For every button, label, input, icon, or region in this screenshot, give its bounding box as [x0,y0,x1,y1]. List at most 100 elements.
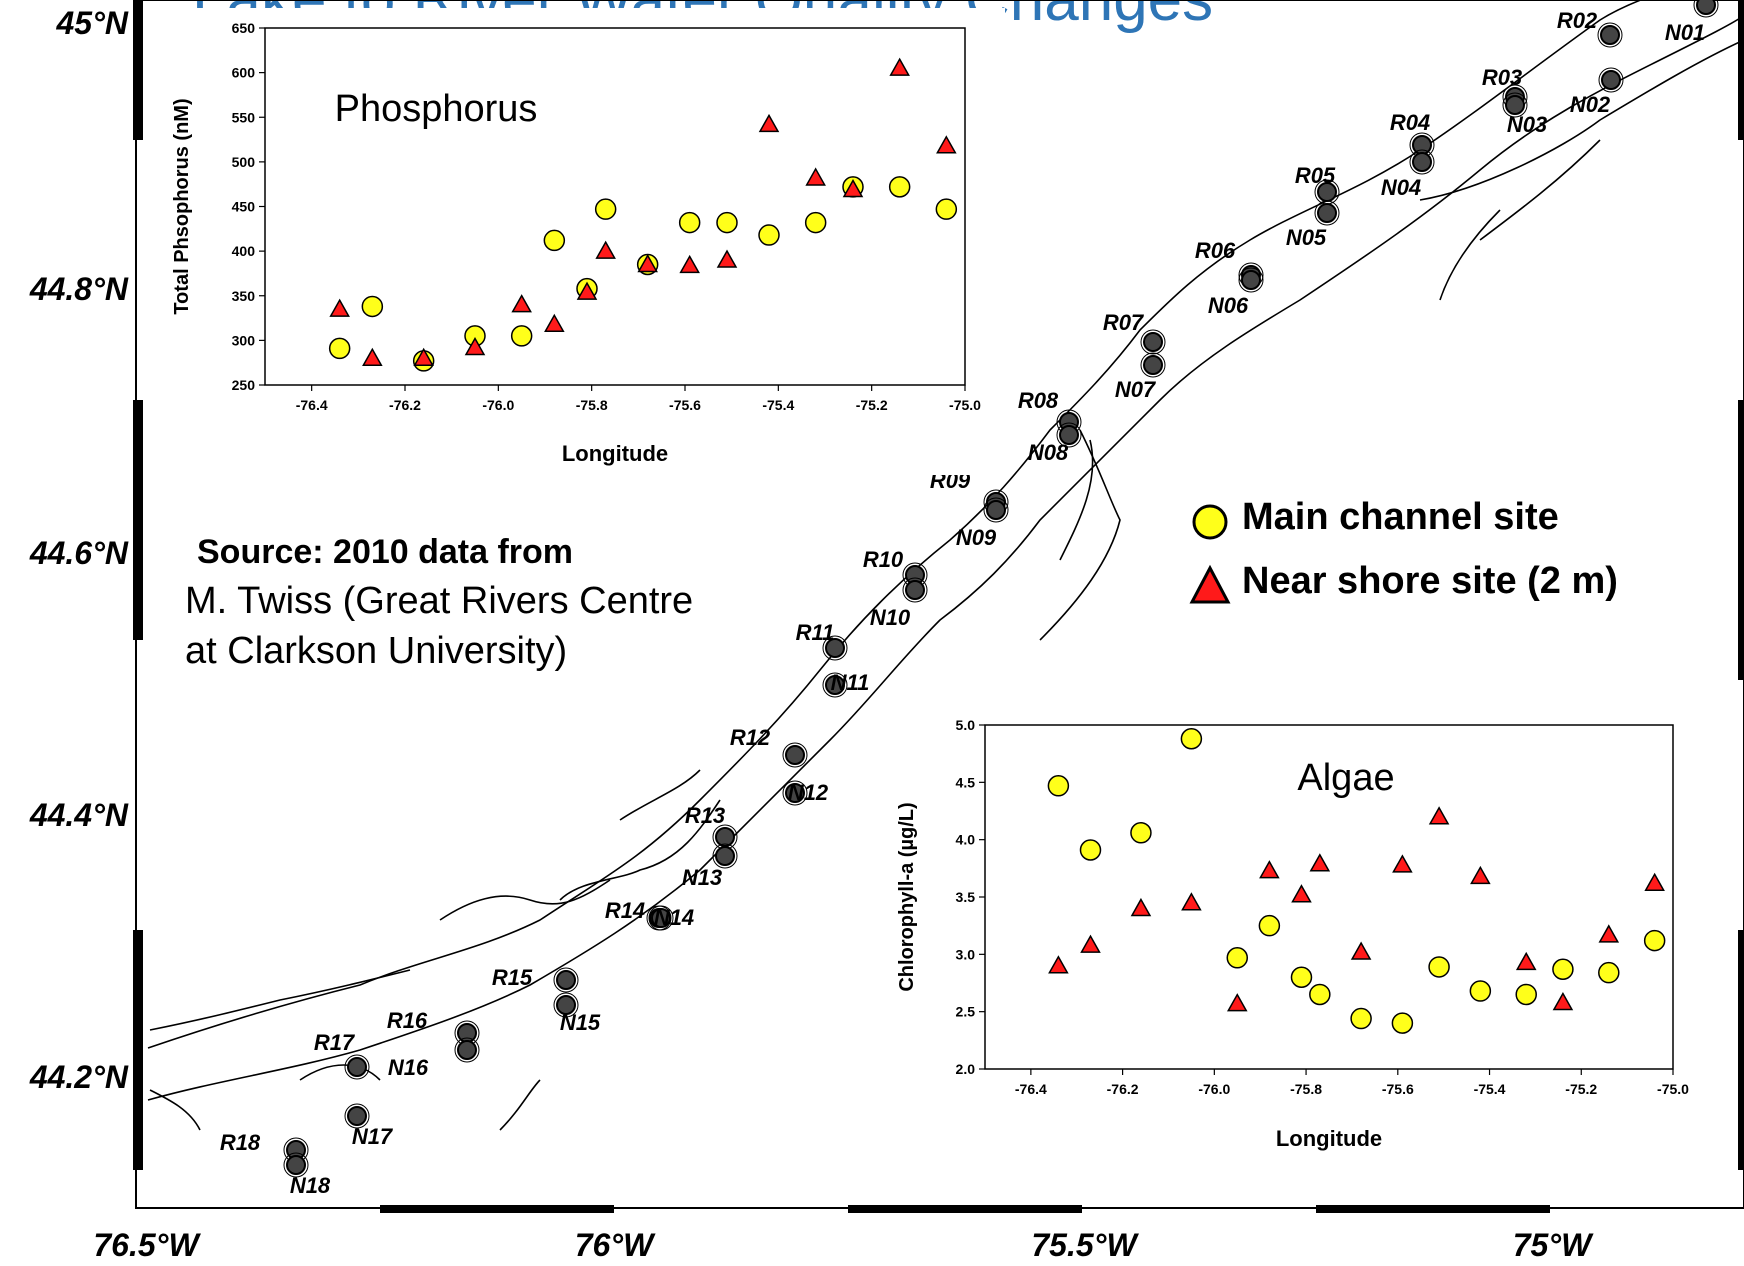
x-tick-label: -76.2 [389,397,421,413]
near-shore-point [1259,860,1280,879]
near-shore-point [1048,955,1069,974]
near-shore-point [842,179,864,198]
near-shore-point [1552,991,1574,1011]
lat-label: 44.4°N [29,797,129,833]
source-line-3: at Clarkson University) [185,630,568,672]
near-shore-point [889,57,910,76]
nearshore-site-ring [1693,0,1719,18]
near-shore-point [544,313,565,333]
nearshore-site-label: N15 [560,1010,601,1035]
near-shore-point [1428,806,1450,825]
nearshore-site-ring [344,1103,370,1129]
near-shore-point [329,298,350,317]
nearshore-site-label: N07 [1115,377,1157,402]
lon-label: 75°W [1513,1227,1594,1263]
nearshore-site-ring [1238,267,1264,293]
nearshore-site-ring [712,843,738,869]
nearshore-site-marker [825,675,845,695]
river-site-marker [715,827,735,847]
main-channel-point [1552,958,1574,980]
plot-area [984,724,1674,1070]
main-channel-point [1428,956,1450,978]
legend-label-main: Main channel site [1242,496,1559,538]
legend-label-near: Near shore site (2 m) [1242,560,1618,602]
nearshore-site-label: N11 [831,670,870,695]
river-site-label: R02 [1557,8,1598,33]
nearshore-site-marker [1317,203,1337,223]
x-tick-label: -75.4 [1474,1081,1506,1097]
nearshore-site-marker [1505,95,1525,115]
frame-bar [1738,0,1744,140]
x-tick-label: -75.0 [1657,1081,1689,1097]
river-site-marker [556,970,576,990]
near-shore-point [637,253,658,273]
nearshore-site-ring [1409,149,1435,175]
y-axis-label: Chlorophyll-a (µg/L) [896,802,918,991]
main-channel-point [678,211,701,234]
lat-label: 44.6°N [29,535,129,571]
x-tick-label: -75.6 [669,397,701,413]
river-site-label: R11 [796,620,835,645]
nearshore-site-marker [1696,0,1716,15]
nearshore-site-marker [715,846,735,866]
near-shore-point [464,336,486,356]
x-tick-label: -76.2 [1107,1081,1139,1097]
near-shore-point [1598,924,1620,943]
nearshore-site-ring [822,672,848,698]
main-channel-point [1079,839,1102,861]
main-channel-point [758,224,780,246]
nearshore-site-ring [283,1152,309,1178]
river-site-label: R06 [1195,238,1236,263]
x-axis-label: Longitude [1276,1126,1382,1151]
x-tick-label: -76.0 [482,397,514,413]
y-tick-label: 300 [232,332,256,348]
near-shore-point [758,113,780,133]
nearshore-site-label: N10 [870,605,911,630]
nearshore-site-marker [1143,355,1163,375]
nearshore-site-marker [1059,425,1079,445]
nearshore-site-marker [986,500,1006,520]
near-shore-point [576,281,598,300]
lat-label: 45°N [56,5,129,41]
main-channel-point [1130,822,1152,844]
near-shore-point [1309,853,1331,872]
river-site-ring [782,742,808,768]
nearshore-site-label: N08 [1028,440,1069,465]
source-line-2: M. Twiss (Great Rivers Centre [185,580,694,622]
main-channel-point [543,229,566,252]
river-site-label: R03 [1482,65,1522,90]
near-shore-point [413,347,434,366]
triangle-marker-icon [1189,564,1231,604]
nearshore-site-ring [454,1037,480,1063]
main-channel-point [1350,1007,1372,1030]
nearshore-site-marker [785,783,805,803]
chart-title: Phosphorus [335,88,538,130]
y-tick-label: 500 [232,154,256,170]
river-site-label: R16 [387,1008,428,1033]
nearshore-site-ring [1598,67,1624,93]
legend: Main channel site Near shore site (2 m) [1188,496,1728,624]
nearshore-site-marker [1601,70,1621,90]
river-site-ring [1597,22,1623,48]
near-shore-point [716,249,738,268]
main-channel-point [716,211,738,234]
x-tick-label: -76.4 [1015,1081,1047,1097]
river-site-ring [1140,329,1166,355]
legend-item-near: Near shore site (2 m) [1188,560,1728,624]
x-tick-label: -75.2 [1565,1081,1597,1097]
y-axis-label: Total Phsophorus (nM) [171,98,193,314]
near-shore-point [1470,865,1491,885]
lon-label: 76°W [575,1227,656,1263]
y-tick-label: 450 [232,199,256,215]
near-shore-point [679,254,700,274]
nearshore-site-marker [651,908,671,928]
river-site-ring [344,1054,370,1080]
main-channel-point [1226,947,1249,969]
river-site-ring [822,635,848,661]
phosphorus-chart: 250 300 350 400 450 500 550 600 650 -76.4 -76.2 -76… [171,8,1005,475]
nearshore-site-label: N02 [1570,92,1611,117]
river-site-label: R14 [605,898,645,923]
frame-bar [1316,1205,1550,1213]
y-tick-label: 3.0 [956,946,976,962]
frame-bar [133,930,143,1170]
